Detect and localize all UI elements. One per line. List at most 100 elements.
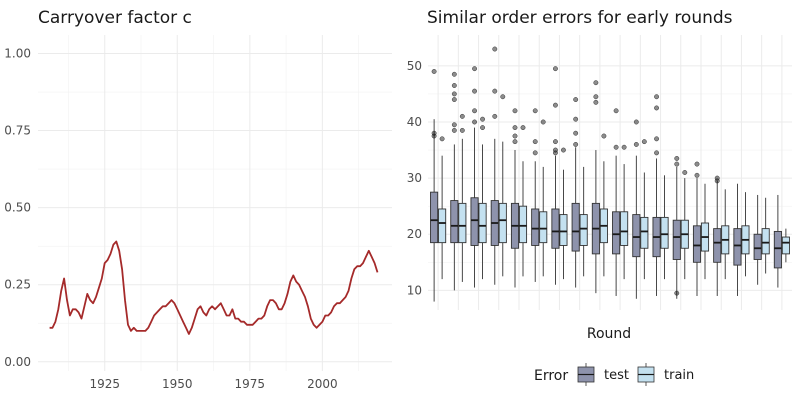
y-tick-label: 0.25	[4, 278, 31, 292]
box-train	[559, 147, 568, 280]
outlier-point	[694, 161, 700, 167]
outlier-point	[714, 175, 720, 181]
outlier-point	[552, 150, 558, 156]
outlier-point	[512, 125, 518, 131]
outlier-point	[451, 83, 457, 88]
outlier-point	[472, 108, 478, 114]
outlier-point	[593, 80, 599, 86]
box-body	[498, 202, 507, 244]
outlier-point	[613, 108, 619, 114]
box-test	[450, 71, 459, 291]
outlier-point	[512, 133, 518, 139]
outlier-point	[532, 108, 538, 114]
y-tick-label: 1.00	[4, 46, 31, 60]
y-tick-label: 10	[407, 283, 422, 297]
outlier-point	[480, 116, 486, 122]
outlier-point	[512, 139, 518, 145]
outlier-point	[654, 150, 660, 156]
box-test	[692, 161, 702, 296]
y-tick-label: 30	[407, 171, 422, 185]
outlier-point	[451, 71, 457, 77]
right-chart-title: Similar order errors for early rounds	[427, 8, 733, 28]
box-body	[781, 236, 790, 255]
outlier-point	[532, 150, 538, 156]
box-train	[761, 197, 770, 274]
box-body	[470, 197, 479, 246]
box-body	[518, 205, 528, 244]
box-body	[741, 225, 750, 255]
carryover-line	[49, 240, 379, 335]
box-body	[721, 225, 730, 255]
outlier-point	[451, 127, 457, 133]
box-body	[612, 211, 621, 255]
box-body	[700, 222, 710, 252]
box-test	[531, 108, 540, 282]
box-test	[713, 175, 722, 296]
box-train	[680, 170, 689, 280]
box-test	[490, 46, 499, 285]
box-test	[773, 194, 782, 288]
legend-swatch	[637, 366, 655, 383]
box-train	[438, 136, 447, 280]
box-body	[438, 208, 447, 244]
box-test	[733, 183, 742, 296]
legend: Error test train	[534, 363, 694, 386]
box-train	[660, 175, 669, 280]
x-axis-label: Round	[587, 326, 631, 342]
outlier-point	[492, 88, 498, 94]
outlier-point	[714, 178, 720, 184]
outlier-point	[654, 136, 660, 142]
x-tick-label: 2000	[307, 377, 338, 391]
outlier-point	[492, 46, 498, 52]
legend-title: Error	[534, 368, 568, 384]
y-tick-label: 0.50	[4, 201, 31, 215]
box-train	[518, 125, 528, 277]
box-body	[450, 200, 459, 244]
legend-swatch	[577, 366, 595, 383]
outlier-point	[431, 130, 437, 136]
box-train	[721, 189, 730, 280]
box-test	[591, 80, 600, 294]
outlier-point	[540, 119, 546, 125]
outlier-point	[431, 133, 437, 139]
y-tick-label: 0.75	[4, 124, 31, 138]
outlier-point	[654, 105, 660, 111]
outlier-point	[492, 113, 498, 119]
outlier-point	[613, 144, 619, 150]
legend-key-test	[577, 363, 595, 386]
outlier-point	[593, 94, 599, 100]
legend-key-train	[637, 363, 655, 386]
box-test	[612, 108, 621, 296]
box-train	[458, 113, 467, 282]
box-train	[640, 139, 649, 280]
box-train	[599, 133, 608, 277]
box-test	[430, 69, 439, 302]
box-body	[539, 211, 548, 244]
box-test	[510, 108, 520, 288]
outlier-point	[451, 97, 457, 102]
outlier-point	[682, 170, 688, 175]
box-train	[478, 116, 487, 280]
box-body	[672, 219, 681, 260]
y-tick-label: 50	[407, 59, 422, 73]
box-body	[773, 230, 782, 269]
outlier-point	[552, 147, 558, 153]
box-train	[741, 192, 750, 277]
outlier-point	[459, 113, 465, 119]
box-body	[632, 214, 641, 258]
outlier-point	[641, 139, 647, 145]
outlier-point	[451, 122, 457, 128]
outlier-point	[573, 141, 579, 147]
box-train	[498, 94, 507, 277]
y-tick-label: 40	[407, 115, 422, 129]
outlier-point	[480, 125, 486, 131]
box-body	[579, 214, 588, 246]
outlier-point	[532, 139, 538, 145]
outlier-point	[633, 141, 639, 147]
box-test	[672, 156, 681, 299]
outlier-point	[500, 94, 506, 100]
outlier-point	[601, 133, 607, 139]
outlier-point	[552, 66, 558, 72]
box-body	[640, 216, 649, 249]
legend-label-test: test	[604, 368, 629, 383]
